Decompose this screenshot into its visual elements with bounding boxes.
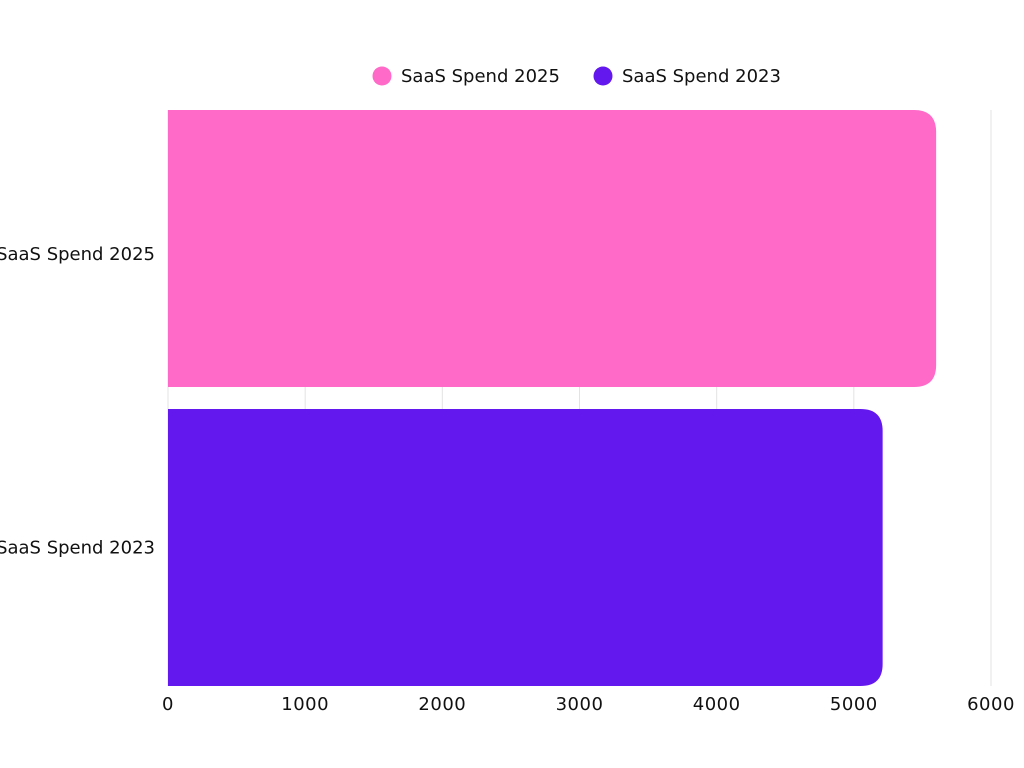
category-label: SaaS Spend 2025 bbox=[0, 244, 155, 265]
x-tick-label: 5000 bbox=[830, 694, 878, 715]
bar-0[interactable] bbox=[168, 110, 937, 387]
category-labels: SaaS Spend 2025 SaaS Spend 2023 bbox=[0, 244, 155, 559]
x-tick-label: 3000 bbox=[556, 694, 604, 715]
x-axis-tick-labels: 0 1000 2000 3000 4000 5000 6000 bbox=[162, 694, 1015, 715]
x-tick-label: 1000 bbox=[281, 694, 329, 715]
x-tick-label: 2000 bbox=[418, 694, 466, 715]
bar-1[interactable] bbox=[168, 409, 883, 686]
legend-swatch bbox=[593, 66, 613, 86]
x-tick-label: 4000 bbox=[693, 694, 741, 715]
category-label: SaaS Spend 2023 bbox=[0, 538, 155, 559]
x-tick-label: 0 bbox=[162, 694, 174, 715]
legend-swatch bbox=[372, 66, 392, 86]
legend: SaaS Spend 2025 SaaS Spend 2023 bbox=[372, 66, 781, 87]
x-tick-label: 6000 bbox=[967, 694, 1015, 715]
legend-label: SaaS Spend 2025 bbox=[401, 66, 560, 87]
bars bbox=[168, 110, 937, 686]
legend-label: SaaS Spend 2023 bbox=[622, 66, 781, 87]
